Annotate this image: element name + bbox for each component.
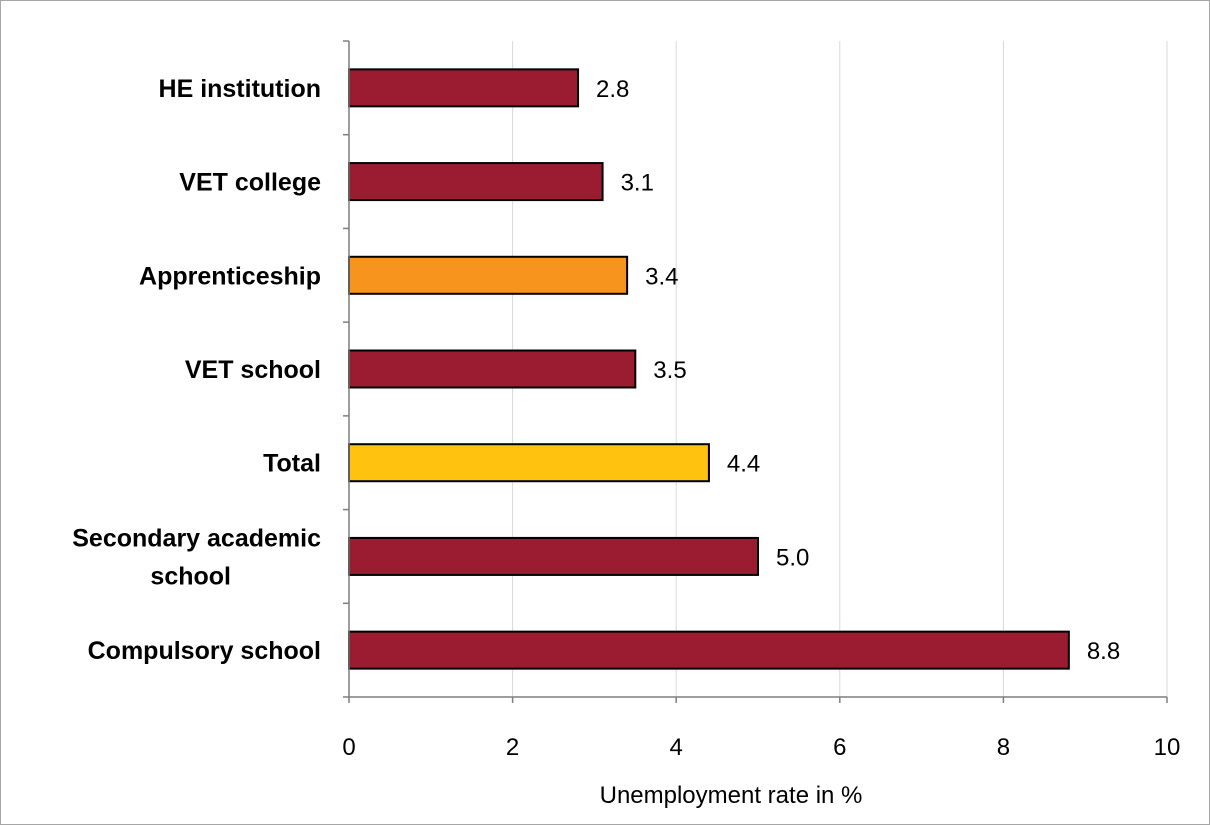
category-label-2: Apprenticeship bbox=[139, 262, 321, 290]
x-tick-label-5: 10 bbox=[1154, 734, 1181, 761]
bar-0 bbox=[348, 68, 580, 108]
data-label-5: 5.0 bbox=[776, 544, 809, 571]
data-label-6: 8.8 bbox=[1087, 638, 1120, 665]
category-labels: HE institution VET college Apprenticeship V… bbox=[72, 75, 321, 665]
gridlines bbox=[512, 41, 1168, 697]
x-tick-label-2: 4 bbox=[670, 734, 683, 761]
x-axis-title: Unemployment rate in % bbox=[600, 782, 863, 809]
x-tick-label-3: 6 bbox=[833, 734, 846, 761]
bar-4 bbox=[348, 443, 710, 483]
category-label-1: VET college bbox=[179, 169, 321, 197]
category-label-4: Total bbox=[263, 450, 321, 478]
category-label-5: Secondary academic school bbox=[72, 524, 321, 590]
data-label-2: 3.4 bbox=[645, 263, 678, 290]
data-label-3: 3.5 bbox=[653, 357, 686, 384]
x-tick-label-1: 2 bbox=[506, 734, 519, 761]
bar-3 bbox=[348, 349, 637, 389]
x-tick-labels: 0 2 4 6 8 10 bbox=[342, 734, 1180, 761]
x-tick-label-4: 8 bbox=[997, 734, 1010, 761]
bar-5 bbox=[348, 536, 759, 576]
data-labels: 2.8 3.1 3.4 3.5 4.4 5.0 8.8 bbox=[596, 76, 1120, 665]
axes bbox=[343, 40, 1168, 703]
bar-1 bbox=[348, 162, 604, 202]
bars bbox=[348, 68, 1070, 670]
category-label-6: Compulsory school bbox=[88, 637, 321, 665]
category-label-3: VET school bbox=[185, 356, 321, 384]
data-label-0: 2.8 bbox=[596, 76, 629, 103]
bar-2 bbox=[348, 255, 629, 295]
data-label-1: 3.1 bbox=[621, 170, 654, 197]
x-tick-label-0: 0 bbox=[342, 734, 355, 761]
category-label-0: HE institution bbox=[159, 75, 321, 103]
data-label-4: 4.4 bbox=[727, 451, 760, 478]
bar-6 bbox=[348, 630, 1070, 670]
